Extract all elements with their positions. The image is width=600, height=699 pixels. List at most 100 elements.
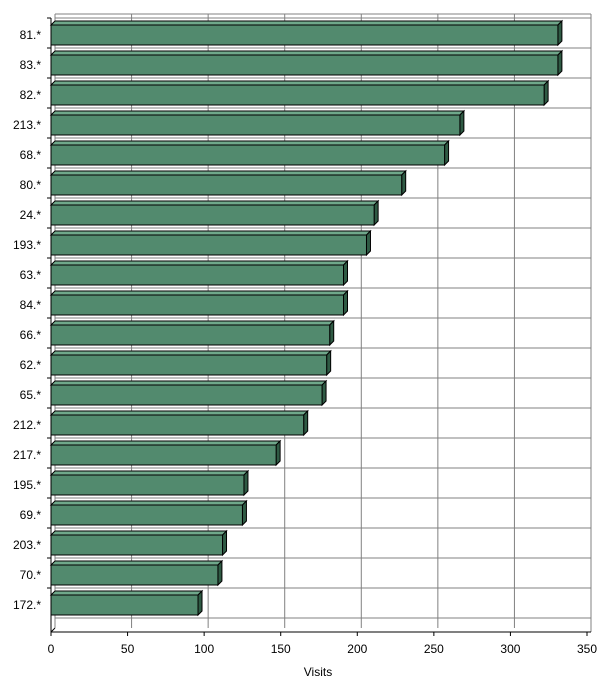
bar-top-face <box>49 590 204 596</box>
category-label: 70.* <box>20 568 42 582</box>
x-tick-label: 150 <box>271 642 291 656</box>
category-label: 203.* <box>13 538 41 552</box>
bar-top-face <box>49 440 282 446</box>
bar-front-face <box>50 534 224 556</box>
bar-top-face <box>49 200 380 206</box>
category-label: 62.* <box>20 358 42 372</box>
category-label: 195.* <box>13 478 41 492</box>
bar-front-face <box>50 594 199 616</box>
category-label: 66.* <box>20 328 42 342</box>
x-tick-labels: 0 50 100 150 200 250 300 350 <box>48 642 598 656</box>
bar-top-face <box>49 260 349 266</box>
bar-side-face <box>444 139 450 167</box>
bar <box>49 379 328 407</box>
bar <box>49 409 309 437</box>
category-labels: 81.* 83.* 82.* 213.* 68.* 80.* 24.* 193.* 63.* 84… <box>13 28 41 612</box>
bar-top-face <box>49 110 466 116</box>
bar-side-face <box>275 439 281 467</box>
x-tick-label: 50 <box>121 642 135 656</box>
bar <box>49 529 228 557</box>
bar-top-face <box>49 170 407 176</box>
bar-side-face <box>197 589 203 617</box>
bar-side-face <box>401 169 407 197</box>
bar-front-face <box>50 174 403 196</box>
bar-top-face <box>49 290 349 296</box>
bar-front-face <box>50 324 331 346</box>
x-tick-label: 100 <box>194 642 214 656</box>
bar-side-face <box>222 529 228 557</box>
bar-front-face <box>50 444 277 466</box>
bar-top-face <box>49 230 372 236</box>
category-label: 193.* <box>13 238 41 252</box>
bar-top-face <box>49 50 564 56</box>
x-tick-label: 200 <box>347 642 367 656</box>
bar-side-face <box>321 379 327 407</box>
category-label: 84.* <box>20 298 42 312</box>
bar <box>49 349 332 377</box>
bar-side-face <box>303 409 309 437</box>
bar <box>49 79 550 107</box>
bar <box>49 199 380 227</box>
bar-top-face <box>49 560 224 566</box>
category-label: 80.* <box>20 178 42 192</box>
bar-front-face <box>50 24 559 46</box>
x-tick-label: 300 <box>500 642 520 656</box>
bar <box>49 289 349 317</box>
x-tick-label: 350 <box>577 642 597 656</box>
bar-top-face <box>49 320 335 326</box>
bar-side-face <box>343 259 349 287</box>
bar-top-face <box>49 410 309 416</box>
bar-top-face <box>49 380 328 386</box>
bar-top-face <box>49 80 550 86</box>
category-label: 65.* <box>20 388 42 402</box>
bar-front-face <box>50 354 328 376</box>
bar <box>49 139 450 167</box>
bar-side-face <box>343 289 349 317</box>
bar <box>49 559 224 587</box>
bar <box>49 229 372 257</box>
bar-front-face <box>50 564 219 586</box>
bar-side-face <box>373 199 379 227</box>
bar <box>49 259 349 287</box>
bar-front-face <box>50 204 375 226</box>
x-axis-title: Visits <box>304 665 332 679</box>
bar <box>49 319 335 347</box>
category-label: 63.* <box>20 268 42 282</box>
bar-front-face <box>50 414 305 436</box>
bar-side-face <box>543 79 549 107</box>
bar-top-face <box>49 470 250 476</box>
category-label: 82.* <box>20 88 42 102</box>
bars <box>49 19 564 617</box>
bar-side-face <box>329 319 335 347</box>
bar <box>49 589 204 617</box>
category-label: 213.* <box>13 118 41 132</box>
bar <box>49 439 282 467</box>
x-tick-label: 250 <box>424 642 444 656</box>
bar <box>49 19 564 47</box>
category-label: 69.* <box>20 508 42 522</box>
bar <box>49 109 466 137</box>
x-tick-label: 0 <box>48 642 55 656</box>
category-label: 217.* <box>13 448 41 462</box>
category-label: 212.* <box>13 418 41 432</box>
bar-side-face <box>365 229 371 257</box>
bar-front-face <box>50 264 345 286</box>
bar-front-face <box>50 234 367 256</box>
category-label: 172.* <box>13 598 41 612</box>
floor-edge <box>50 627 56 633</box>
bar-top-face <box>49 20 564 26</box>
bar-side-face <box>217 559 223 587</box>
category-label: 83.* <box>20 58 42 72</box>
bar <box>49 469 250 497</box>
bar <box>49 49 564 77</box>
bar-side-face <box>459 109 465 137</box>
bar-front-face <box>50 114 461 136</box>
category-label: 81.* <box>20 28 42 42</box>
bar-front-face <box>50 504 243 526</box>
bar-front-face <box>50 294 345 316</box>
bar-front-face <box>50 54 559 76</box>
bar-top-face <box>49 140 450 146</box>
bar-side-face <box>557 49 563 77</box>
